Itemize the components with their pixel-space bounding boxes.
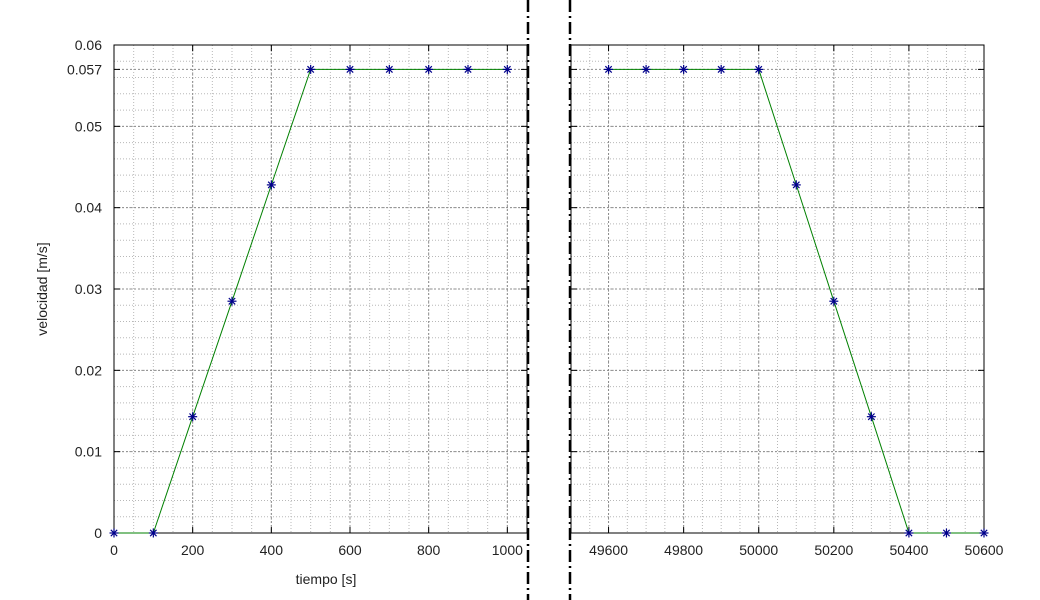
data-point-stroke (149, 529, 157, 537)
data-point-stroke (942, 529, 951, 537)
plot-panels: 0 200 400 600 800 1000 0 0.01 0.02 0.03 0.04 0.05 0.… (67, 37, 1004, 558)
data-point (502, 64, 512, 74)
data-point (716, 64, 726, 74)
data-point (188, 412, 198, 422)
x-tick-label: 50600 (965, 542, 1004, 558)
y-tick-label: 0.04 (75, 200, 102, 216)
data-point (345, 64, 355, 74)
y-tick-label: 0.05 (75, 118, 102, 134)
x-tick-label: 49800 (664, 542, 703, 558)
x-tick-label: 0 (110, 542, 118, 558)
data-point-stroke (110, 529, 118, 537)
y-tick-label: 0.057 (67, 61, 102, 77)
data-point-stroke (717, 65, 725, 74)
data-point (941, 528, 951, 538)
data-point (866, 412, 876, 422)
x-tick-label: 49600 (589, 542, 628, 558)
data-point (791, 180, 801, 190)
data-point-stroke (867, 413, 875, 421)
data-point-stroke (503, 65, 511, 74)
x-tick-label: 50200 (814, 542, 853, 558)
y-tick-label: 0.01 (75, 444, 102, 460)
plot-panel-1: 0 200 400 600 800 1000 0 0.01 0.02 0.03 0.04 0.05 0.… (67, 37, 528, 558)
x-axis-label: tiempo [s] (296, 571, 357, 587)
x-tick-label: 400 (260, 542, 284, 558)
x-tick-label: 200 (181, 542, 205, 558)
x-tick-label: 800 (417, 542, 441, 558)
y-axis-label: velocidad [m/s] (34, 242, 50, 335)
y-tick-label: 0.06 (75, 37, 102, 53)
data-point (979, 528, 989, 538)
data-point (384, 64, 394, 74)
data-point (148, 528, 158, 538)
x-tick-label: 600 (338, 542, 362, 558)
data-point (424, 64, 434, 74)
x-tick-label: 1000 (492, 542, 523, 558)
data-point-stroke (604, 65, 613, 74)
data-point (829, 296, 839, 306)
x-tick-label: 50400 (889, 542, 928, 558)
data-point-stroke (307, 65, 315, 74)
data-point-stroke (267, 181, 275, 189)
x-tick-label: 50000 (739, 542, 778, 558)
data-point (306, 64, 316, 74)
data-point-stroke (346, 65, 354, 74)
data-point-stroke (385, 65, 393, 74)
y-tick-label: 0.03 (75, 281, 102, 297)
data-point-stroke (830, 297, 838, 305)
y-tick-label: 0.02 (75, 362, 102, 378)
data-point (754, 64, 764, 74)
data-point-stroke (755, 65, 763, 74)
y-tick-label: 0 (94, 525, 102, 541)
data-point-stroke (189, 413, 197, 421)
data-point (227, 296, 237, 306)
data-point (904, 528, 914, 538)
data-point-stroke (980, 529, 988, 537)
data-point (109, 528, 119, 538)
data-point-stroke (642, 65, 650, 74)
data-point-stroke (425, 65, 433, 74)
data-point (604, 64, 614, 74)
data-point-stroke (464, 65, 472, 74)
data-point-stroke (228, 297, 236, 305)
data-point (679, 64, 689, 74)
data-point (463, 64, 473, 74)
data-point (266, 180, 276, 190)
data-point-stroke (680, 65, 688, 74)
plot-panel-2: 49600 49800 50000 50200 50400 50600 (570, 44, 1004, 558)
data-point-stroke (792, 181, 800, 189)
data-point (641, 64, 651, 74)
data-point-stroke (905, 529, 913, 537)
